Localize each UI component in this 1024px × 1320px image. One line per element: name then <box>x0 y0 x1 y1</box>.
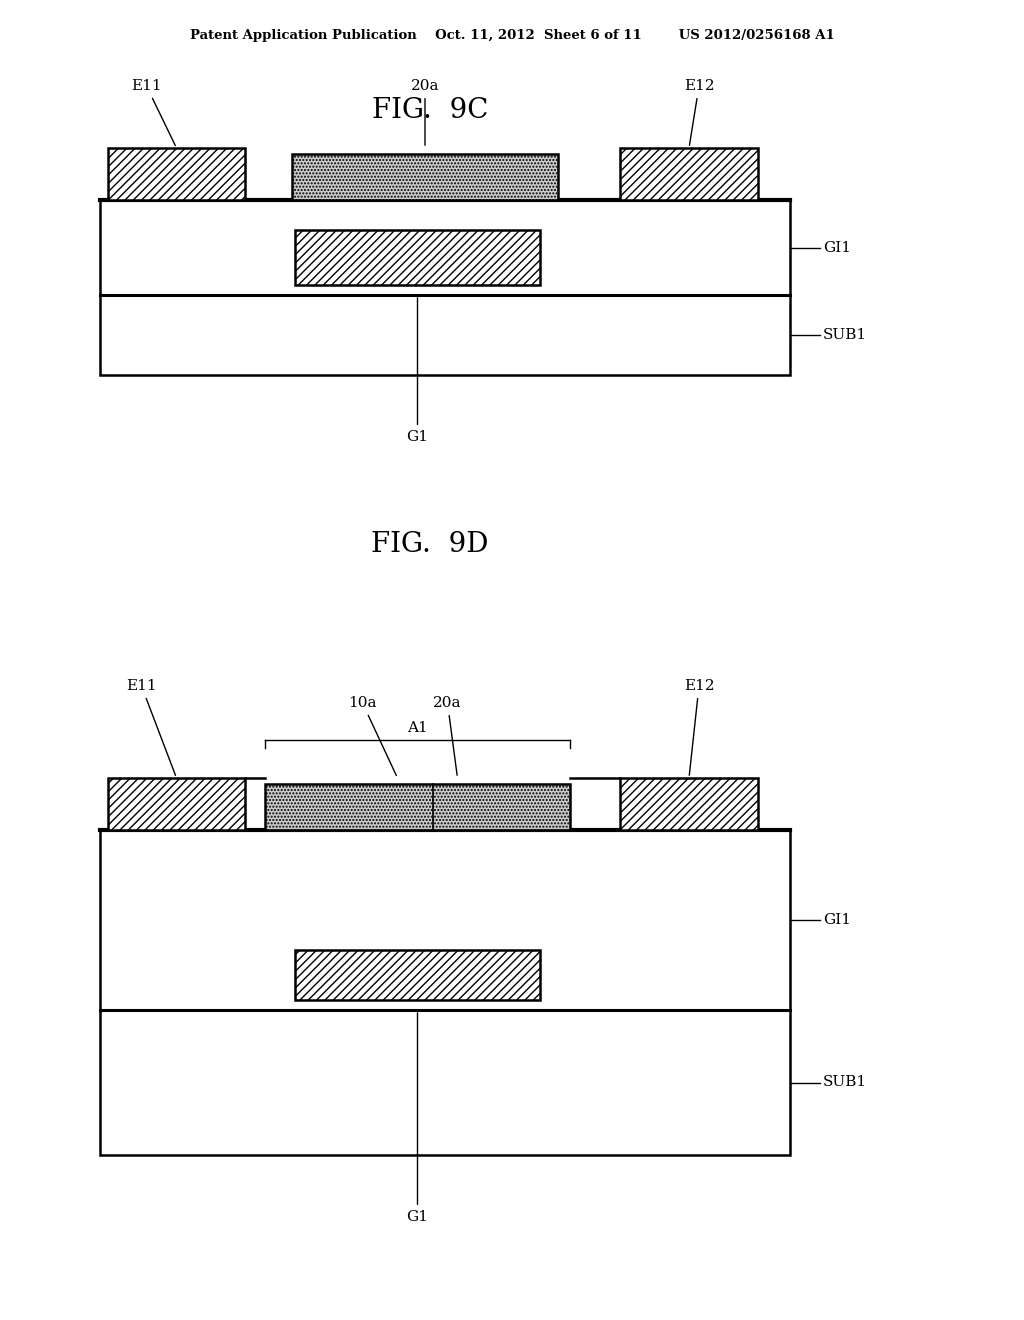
Text: SUB1: SUB1 <box>823 327 867 342</box>
Text: 10a: 10a <box>348 696 396 775</box>
Bar <box>620 148 758 201</box>
Text: FIG.  9C: FIG. 9C <box>372 96 488 124</box>
Text: GI1: GI1 <box>823 913 851 927</box>
Text: G1: G1 <box>407 1012 428 1224</box>
Bar <box>295 230 540 285</box>
Bar <box>100 201 790 375</box>
Bar <box>292 154 558 201</box>
Text: G1: G1 <box>407 298 428 444</box>
Bar <box>295 950 540 1001</box>
Text: SUB1: SUB1 <box>823 1076 867 1089</box>
Text: A1: A1 <box>408 721 428 735</box>
Text: E11: E11 <box>126 678 175 775</box>
Text: E12: E12 <box>684 79 715 145</box>
Text: E12: E12 <box>684 678 715 775</box>
Text: Patent Application Publication    Oct. 11, 2012  Sheet 6 of 11        US 2012/02: Patent Application Publication Oct. 11, … <box>189 29 835 41</box>
Text: 20a: 20a <box>411 79 439 145</box>
Bar <box>620 777 758 830</box>
Text: E11: E11 <box>131 79 175 145</box>
Bar <box>108 777 245 830</box>
Bar <box>108 148 245 201</box>
Text: GI1: GI1 <box>823 240 851 255</box>
Bar <box>100 830 790 1155</box>
Text: FIG.  9D: FIG. 9D <box>372 532 488 558</box>
Bar <box>265 784 570 830</box>
Text: 20a: 20a <box>433 696 462 775</box>
